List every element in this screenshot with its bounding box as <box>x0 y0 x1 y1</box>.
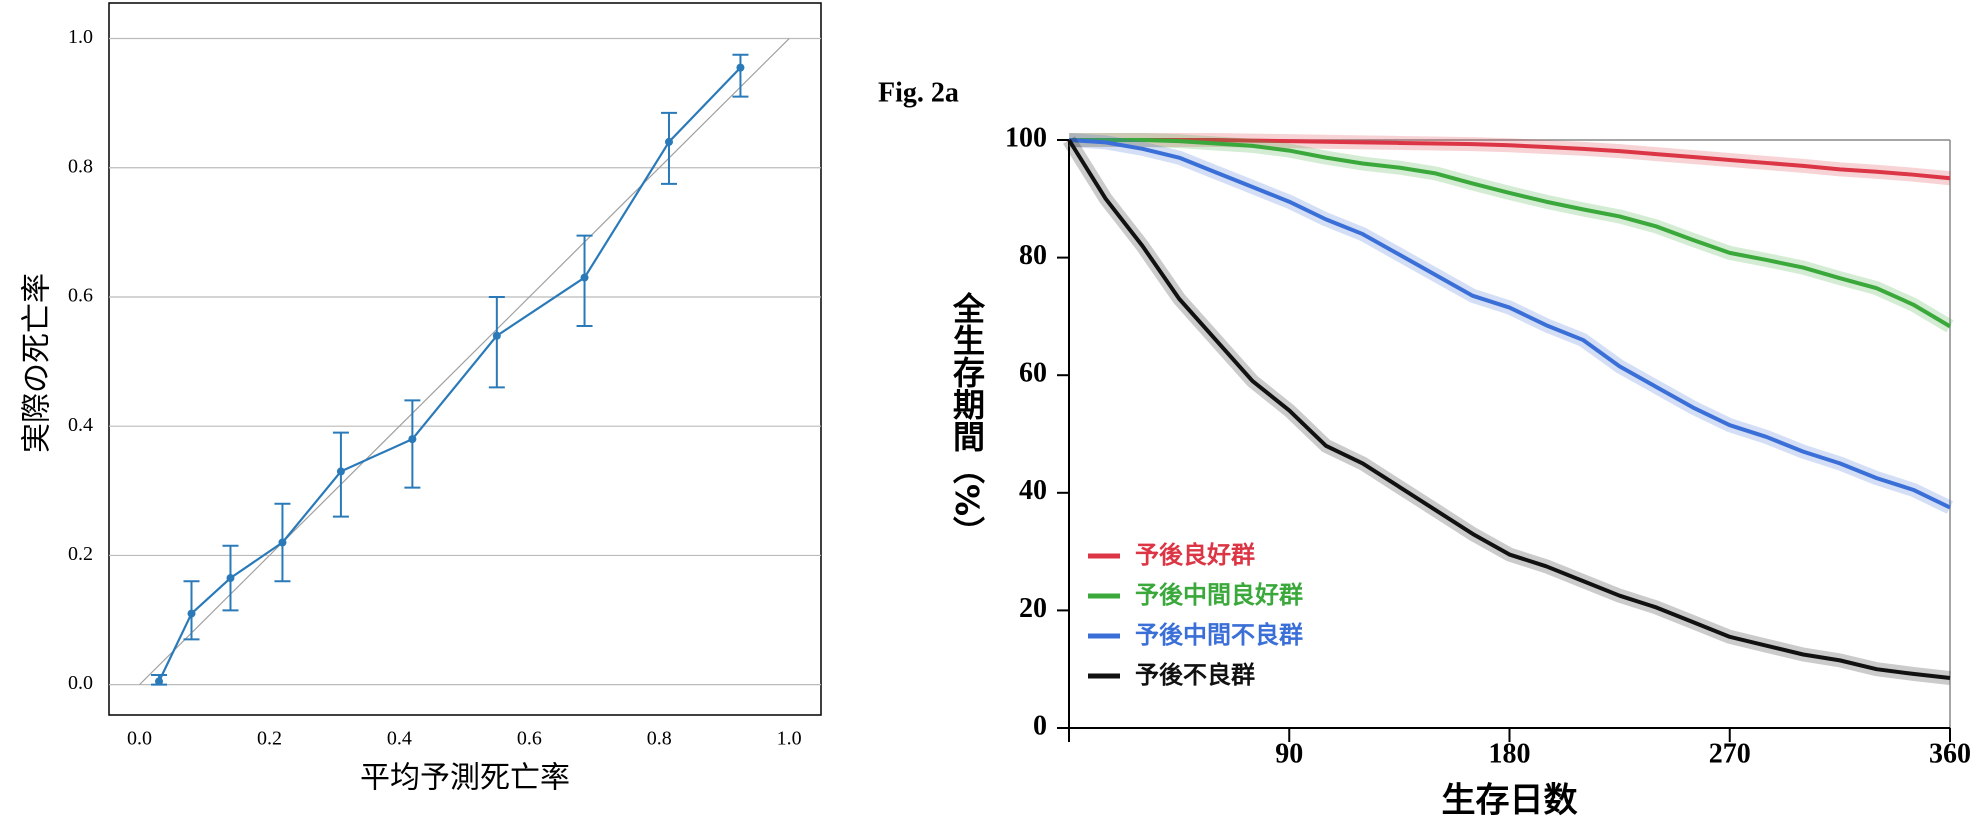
series-line <box>1067 138 1951 681</box>
series-line <box>1069 138 1952 329</box>
y-tick-label: 80 <box>1019 240 1047 271</box>
y-tick-label: 100 <box>1005 122 1047 153</box>
x-tick-label: 0.0 <box>127 728 152 750</box>
y-tick-label: 1.0 <box>68 26 93 48</box>
y-axis-label: 全生存期間（%） <box>948 291 986 548</box>
x-tick-label: 180 <box>1489 738 1531 769</box>
x-tick-label: 0.4 <box>387 728 412 750</box>
point <box>580 273 589 282</box>
chart-title: Fig. 2a <box>878 77 959 108</box>
y-tick-label: 20 <box>1019 593 1047 624</box>
legend-label: 予後良好群 <box>1135 541 1255 569</box>
y-tick-label: 0.6 <box>68 285 93 307</box>
point <box>278 538 287 547</box>
y-tick-label: 0.2 <box>68 543 93 565</box>
point <box>336 467 345 476</box>
reference-line <box>139 38 790 686</box>
y-tick-label: 0.8 <box>68 155 93 177</box>
point <box>155 677 164 686</box>
series-line <box>1069 138 1951 181</box>
y-axis-label: 実際の死亡率 <box>20 273 55 453</box>
point <box>187 609 196 618</box>
point <box>408 435 417 444</box>
x-tick-label: 360 <box>1929 738 1971 769</box>
point <box>226 574 235 583</box>
y-tick-label: 40 <box>1019 475 1047 506</box>
y-tick-label: 0.4 <box>68 414 93 436</box>
point <box>736 63 745 72</box>
series-line <box>1068 138 1951 510</box>
point <box>664 137 673 146</box>
legend-label: 予後中間良好群 <box>1135 581 1303 609</box>
y-tick-label: 0.0 <box>68 672 93 694</box>
y-tick-label: 0 <box>1033 710 1047 741</box>
x-axis-label: 平均予測死亡率 <box>360 761 570 796</box>
series-line <box>158 66 742 682</box>
x-axis-label: 生存日数 <box>1442 781 1578 821</box>
x-tick-label: 0.8 <box>647 728 672 750</box>
x-tick-label: 90 <box>1275 738 1303 769</box>
y-tick-label: 60 <box>1019 358 1047 389</box>
legend-label: 予後中間不良群 <box>1135 621 1303 649</box>
point <box>492 331 501 340</box>
x-tick-label: 1.0 <box>777 728 802 750</box>
x-tick-label: 0.2 <box>257 728 282 750</box>
legend-label: 予後不良群 <box>1135 661 1255 689</box>
plot-frame <box>108 2 822 716</box>
x-tick-label: 0.6 <box>517 728 542 750</box>
x-tick-label: 270 <box>1709 738 1751 769</box>
